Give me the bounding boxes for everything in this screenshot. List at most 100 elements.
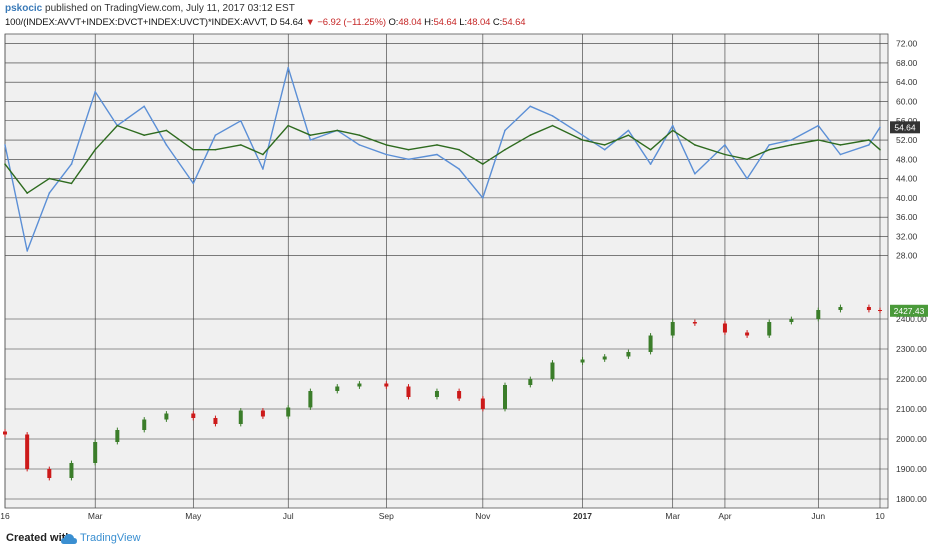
time-tick-label: Jul (283, 511, 294, 521)
line-point (165, 129, 168, 132)
last-value-badge-upper (890, 121, 920, 134)
candle-body (692, 322, 697, 324)
line-point (482, 197, 484, 199)
tradingview-brand[interactable]: TradingView (80, 532, 141, 544)
line-point (581, 134, 584, 136)
time-tick-label: Nov (475, 511, 491, 521)
time-tick-label: 16 (0, 511, 10, 521)
upper-tick-label: 72.00 (896, 39, 918, 49)
candle-body (580, 359, 585, 363)
line-point (724, 144, 726, 146)
line-point (458, 168, 460, 170)
line-point (70, 163, 73, 165)
line-point (724, 153, 726, 156)
candle-body (866, 307, 871, 310)
line-point (839, 144, 842, 146)
line-point (94, 91, 96, 93)
line-point (581, 139, 584, 141)
line-point (26, 250, 29, 252)
line-point (48, 192, 51, 194)
line-point (385, 153, 388, 156)
candle-body (878, 310, 882, 311)
line-point (627, 129, 630, 132)
line-point (192, 148, 195, 151)
created-with-label: Created with (6, 532, 73, 544)
line-point (504, 129, 506, 132)
candle-body (384, 383, 389, 387)
last-value-labels: 54.64 2427.43 (890, 121, 928, 317)
lower-tick-label: 1900.00 (896, 464, 927, 474)
lower-tick-label: 2200.00 (896, 374, 927, 384)
candle-body (626, 352, 631, 357)
line-point (551, 124, 554, 127)
line-point (214, 134, 217, 136)
publish-info: pskocic published on TradingView.com, Ju… (5, 3, 295, 14)
author-link[interactable]: pskocic (5, 3, 43, 14)
time-tick-label: Mar (665, 511, 680, 521)
tradingview-cloud-icon (61, 534, 77, 544)
lower-tick-label: 2400.00 (896, 314, 927, 324)
line-point (287, 66, 290, 69)
line-point (70, 182, 73, 185)
panel-separator (4, 33, 889, 509)
line-point (839, 153, 842, 156)
candle-body (838, 307, 843, 310)
line-point (649, 148, 652, 151)
line-point (551, 115, 554, 117)
line-point (358, 134, 361, 136)
candle-body (286, 407, 291, 417)
line-point (192, 182, 195, 185)
open-value: 48.04 (398, 17, 422, 28)
time-tick-label: Apr (718, 511, 731, 521)
line-point (116, 124, 119, 127)
line-point (4, 144, 6, 146)
upper-price-axis[interactable]: 72.00 68.00 64.00 60.00 56.00 52.00 48.00 44.00… (896, 39, 918, 261)
plot-border (4, 33, 889, 509)
last-value-badge-lower (890, 304, 928, 317)
upper-tick-label: 60.00 (896, 96, 918, 106)
candle-body (308, 391, 313, 408)
lower-tick-label: 2000.00 (896, 434, 927, 444)
chart-header: pskocic published on TradingView.com, Ju… (0, 0, 932, 32)
line-point (94, 148, 96, 151)
candle-body (191, 413, 196, 418)
time-axis[interactable]: 16 Mar May Jul Sep Nov 2017 Mar Apr Jun 10 (0, 511, 885, 521)
candle-body (670, 322, 675, 336)
candle-body (93, 442, 98, 463)
upper-tick-label: 32.00 (896, 231, 918, 241)
down-arrow-icon: ▼ (305, 17, 315, 28)
candle-body (745, 332, 750, 336)
candle-body (816, 310, 821, 319)
change-value: −6.92 (−11.25%) (317, 17, 386, 28)
candle-body (406, 386, 411, 397)
symbol-info: 100/(INDEX:AVVT+INDEX:DVCT+INDEX:UVCT)*I… (5, 17, 526, 28)
line-point (746, 177, 748, 180)
upper-tick-label: 64.00 (896, 77, 918, 87)
candle-body (25, 434, 30, 469)
line-point (407, 158, 410, 161)
upper-tick-label: 48.00 (896, 154, 918, 164)
line-point (407, 148, 410, 151)
oscillator-line-blue (4, 66, 881, 252)
lower-tick-label: 1800.00 (896, 494, 927, 504)
candle-body (47, 469, 52, 478)
line-point (458, 148, 460, 151)
lower-price-axis[interactable]: 2400.00 2300.00 2200.00 2100.00 2000.00 1900.… (896, 314, 927, 504)
upper-tick-label: 28.00 (896, 251, 918, 261)
candle-body (142, 419, 147, 430)
published-text: published on TradingView.com, July 11, 2… (42, 3, 295, 14)
high-label: H: (424, 17, 434, 28)
chart-area[interactable]: 72.00 68.00 64.00 60.00 56.00 52.00 48.00 44.00… (0, 0, 932, 527)
line-point (817, 139, 820, 141)
open-label: O: (388, 17, 399, 28)
oscillator-line-green (4, 124, 881, 194)
last-value: 54.64 (279, 17, 303, 28)
line-point (436, 144, 438, 146)
line-point (879, 148, 881, 151)
footer-bar: Created with TradingView (0, 527, 932, 550)
line-point (694, 144, 696, 146)
candle-body (457, 391, 462, 399)
upper-tick-label: 68.00 (896, 58, 918, 68)
line-point (649, 163, 652, 165)
line-point (671, 124, 674, 127)
